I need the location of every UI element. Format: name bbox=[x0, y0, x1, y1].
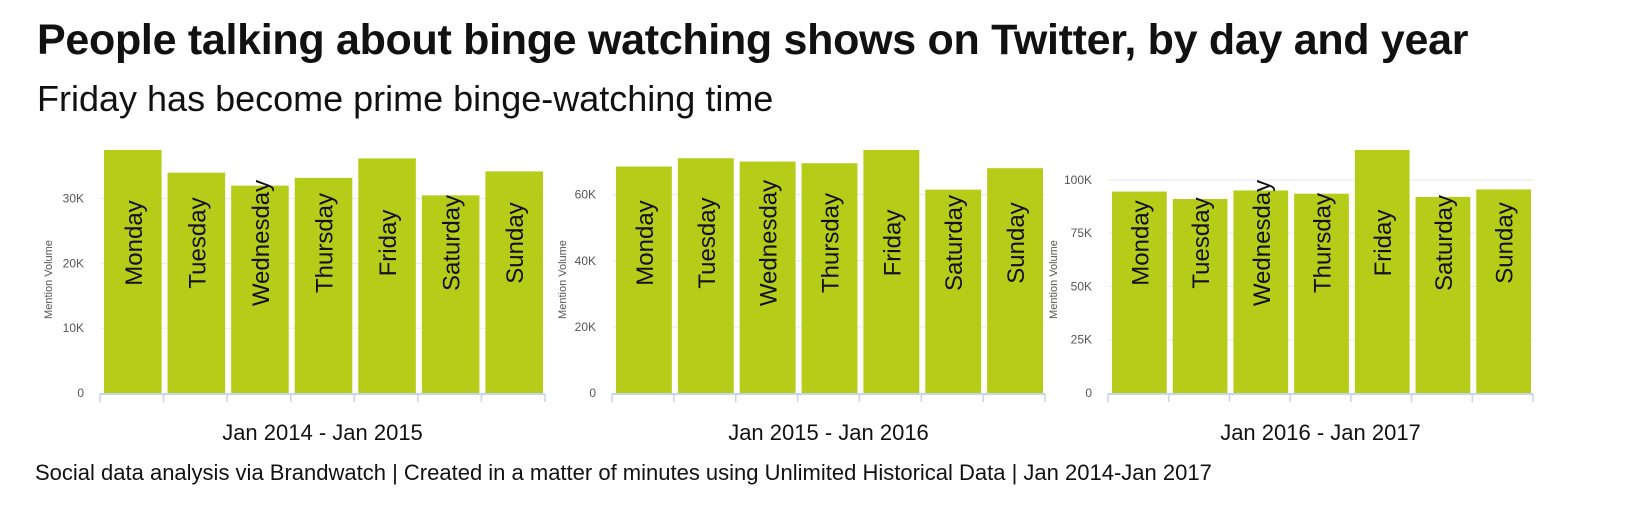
bar-tuesday bbox=[677, 158, 734, 393]
y-tick-label: 20K bbox=[575, 320, 596, 334]
chart-panel-2: 0 20K 40K 60K Mention Volume Monday Tuesday Wed… bbox=[557, 150, 1046, 445]
x-axis-title: Jan 2016 - Jan 2017 bbox=[1220, 420, 1421, 445]
x-axis-title: Jan 2015 - Jan 2016 bbox=[728, 420, 929, 445]
y-tick-label: 0 bbox=[77, 386, 84, 400]
y-tick-label: 60K bbox=[575, 188, 596, 202]
x-axis-title: Jan 2014 - Jan 2015 bbox=[222, 420, 423, 445]
bar-label: Monday bbox=[121, 200, 148, 285]
bar-friday bbox=[1354, 150, 1410, 393]
bar-label: Thursday bbox=[312, 193, 339, 293]
bar-wednesday bbox=[739, 161, 796, 393]
y-axis-title: Mention Volume bbox=[1048, 240, 1060, 319]
bar-label: Saturday bbox=[439, 195, 466, 291]
bar-wednesday bbox=[231, 185, 289, 393]
bar-saturday bbox=[1415, 196, 1471, 393]
y-tick-label: 0 bbox=[1085, 386, 1092, 400]
bar-label: Tuesday bbox=[1188, 197, 1215, 288]
bar-friday bbox=[358, 158, 416, 393]
chart-panel-1: 0 10K 20K 30K Mention Volume Monday Tuesday Wed… bbox=[43, 150, 546, 445]
y-axis-title: Mention Volume bbox=[557, 240, 569, 319]
bar-label: Wednesday bbox=[1249, 180, 1276, 306]
footer-note: Social data analysis via Brandwatch | Cr… bbox=[35, 460, 1212, 485]
bar-monday bbox=[1112, 191, 1167, 393]
y-tick-label: 100K bbox=[1064, 173, 1092, 187]
bar-label: Sunday bbox=[1492, 202, 1519, 283]
bar-label: Friday bbox=[879, 210, 906, 277]
bar-tuesday bbox=[1172, 199, 1228, 393]
chart-panel-3: 0 25K 50K 75K 100K Mention Volume Monday Tuesda… bbox=[1048, 150, 1534, 445]
bar-monday bbox=[104, 150, 162, 393]
y-tick-label: 20K bbox=[63, 256, 84, 270]
bar-wednesday bbox=[1233, 190, 1289, 393]
bar-thursday bbox=[1294, 193, 1349, 393]
bar-label: Monday bbox=[632, 200, 659, 285]
y-tick-label: 10K bbox=[63, 321, 84, 335]
y-axis-title: Mention Volume bbox=[43, 240, 55, 319]
bar-label: Tuesday bbox=[694, 197, 721, 288]
bar-sunday bbox=[1476, 189, 1531, 393]
bar-label: Sunday bbox=[502, 202, 529, 283]
bar-saturday bbox=[421, 195, 480, 393]
y-tick-label: 25K bbox=[1071, 333, 1092, 347]
chart-subtitle: Friday has become prime binge-watching t… bbox=[37, 78, 774, 119]
chart-title: People talking about binge watching show… bbox=[37, 16, 1469, 64]
bar-label: Sunday bbox=[1003, 202, 1030, 283]
bar-label: Wednesday bbox=[248, 180, 275, 306]
y-tick-label: 40K bbox=[575, 254, 596, 268]
bar-label: Wednesday bbox=[756, 180, 783, 306]
bar-label: Saturday bbox=[941, 195, 968, 291]
bar-label: Friday bbox=[1370, 210, 1397, 277]
bar-friday bbox=[863, 150, 920, 393]
y-tick-label: 75K bbox=[1071, 226, 1092, 240]
bar-label: Saturday bbox=[1431, 195, 1458, 291]
bar-label: Tuesday bbox=[184, 197, 211, 288]
bar-label: Monday bbox=[1127, 200, 1154, 285]
charts-area: 0 10K 20K 30K Mention Volume Monday Tuesday Wed… bbox=[43, 150, 1534, 445]
y-tick-label: 50K bbox=[1071, 279, 1092, 293]
bar-label: Thursday bbox=[818, 193, 845, 293]
bar-monday bbox=[616, 166, 672, 393]
bar-thursday bbox=[294, 177, 353, 393]
bar-label: Friday bbox=[375, 210, 402, 277]
bar-sunday bbox=[485, 171, 543, 393]
bar-saturday bbox=[925, 189, 982, 393]
y-tick-label: 0 bbox=[589, 386, 596, 400]
y-tick-label: 30K bbox=[63, 192, 84, 206]
bar-sunday bbox=[987, 168, 1043, 393]
bar-label: Thursday bbox=[1310, 193, 1337, 293]
bar-thursday bbox=[801, 163, 858, 393]
bar-tuesday bbox=[167, 172, 226, 393]
